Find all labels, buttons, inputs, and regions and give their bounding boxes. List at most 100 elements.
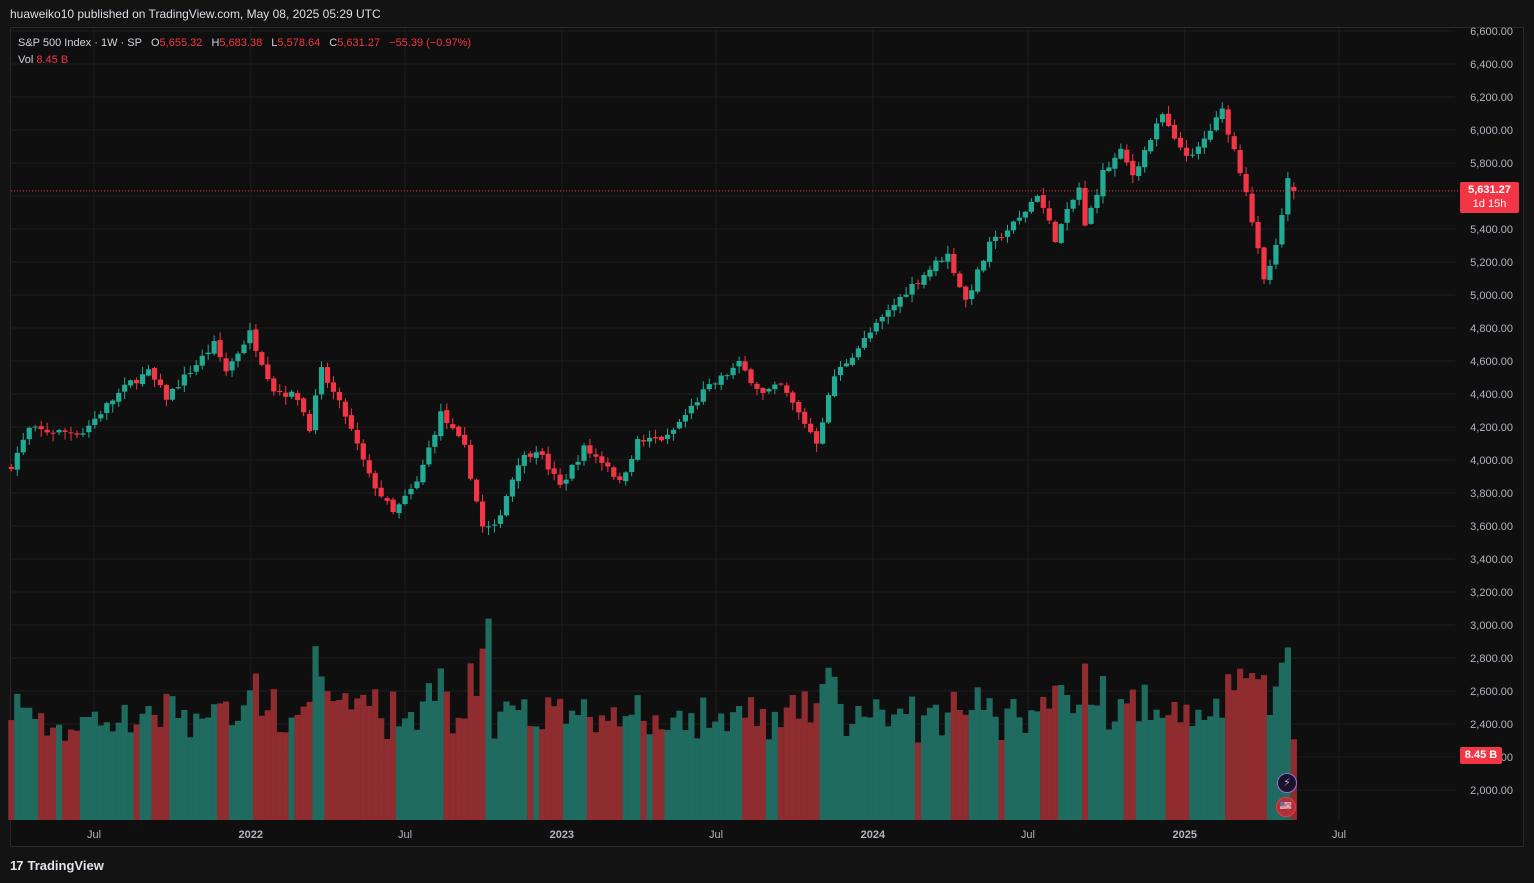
candle-body xyxy=(229,361,235,371)
candle-body xyxy=(879,316,885,322)
tradingview-brand[interactable]: 17 TradingView xyxy=(10,858,104,873)
candle-body xyxy=(569,464,575,479)
candle-body xyxy=(1249,193,1255,223)
candle-body xyxy=(784,385,790,393)
volume-bar xyxy=(1135,721,1142,820)
candle-body xyxy=(1064,209,1070,223)
candle-body xyxy=(32,426,38,428)
volume-bar xyxy=(849,724,856,820)
candle-body xyxy=(1076,187,1082,200)
volume-bar xyxy=(258,715,265,820)
volume-bar xyxy=(282,732,289,820)
y-tick-label: 6,000.00 xyxy=(1470,125,1513,137)
volume-bar xyxy=(568,710,576,820)
volume-bar xyxy=(109,731,116,820)
volume-bar xyxy=(228,725,236,820)
volume-bar xyxy=(867,717,874,820)
volume-bar xyxy=(67,729,75,820)
volume-bar xyxy=(145,706,152,820)
volume-bar xyxy=(944,712,951,820)
volume-bar xyxy=(205,717,212,820)
volume-bar xyxy=(485,618,492,820)
candle-body xyxy=(1082,188,1088,226)
candle-body xyxy=(175,387,181,389)
y-tick-label: 4,600.00 xyxy=(1470,356,1513,368)
candle-body xyxy=(247,330,253,344)
candle-body xyxy=(151,367,158,380)
volume-bar xyxy=(1254,679,1262,820)
volume-bar xyxy=(455,717,462,820)
volume-bar xyxy=(473,695,480,820)
candle-body xyxy=(748,369,754,384)
candle-body xyxy=(700,389,706,402)
chart-frame[interactable] xyxy=(10,27,1524,847)
candle-body xyxy=(635,439,641,460)
volume-bar xyxy=(539,729,546,820)
volume-bar xyxy=(837,703,844,820)
volume-bar xyxy=(527,725,534,820)
x-tick-label: Jul xyxy=(1332,829,1346,841)
candle-body xyxy=(128,380,134,386)
volume-bar xyxy=(891,714,898,820)
volume-bar xyxy=(407,711,415,820)
volume-bar xyxy=(342,693,349,820)
volume-bar xyxy=(503,701,510,820)
candle-body xyxy=(116,392,122,402)
candle-body xyxy=(963,286,969,300)
candle-body xyxy=(1034,196,1040,202)
candle-body xyxy=(301,398,307,413)
volume-bar xyxy=(264,710,271,820)
volume-bar xyxy=(897,708,904,820)
volume-bar xyxy=(360,694,367,820)
candle-body xyxy=(56,430,62,433)
volume-bar xyxy=(825,667,832,820)
volume-bar xyxy=(610,707,617,820)
y-tick-label: 4,000.00 xyxy=(1470,455,1513,467)
symbol-title[interactable]: S&P 500 Index · 1W · SP xyxy=(18,37,142,49)
volume-bar xyxy=(169,696,176,820)
volume-bar xyxy=(1207,716,1214,820)
volume-bar xyxy=(1010,699,1017,820)
volume-bar xyxy=(694,738,701,820)
candle-body xyxy=(951,254,957,274)
candle-body xyxy=(1243,174,1249,193)
y-tick-label: 4,200.00 xyxy=(1470,422,1513,434)
volume-bar xyxy=(765,739,773,820)
us-flag-icon[interactable]: 🇺🇸 xyxy=(1276,797,1296,817)
candle-body xyxy=(318,367,325,395)
x-tick-label: Jul xyxy=(1021,829,1035,841)
volume-bar xyxy=(735,706,743,820)
volume-bar xyxy=(300,706,307,820)
candle-body xyxy=(1106,167,1112,171)
volume-bar xyxy=(861,716,868,820)
candle-body xyxy=(1004,230,1011,237)
volume-bar xyxy=(151,714,158,820)
candle-body xyxy=(330,382,337,392)
candle-body xyxy=(998,237,1005,239)
chart-canvas[interactable]: 6,600.00 6,400.00 6,200.00 6,000.00 5,800.00… xyxy=(0,0,1534,848)
low-label: L xyxy=(271,37,278,49)
candle-body xyxy=(754,383,760,389)
candle-body xyxy=(1022,211,1029,218)
candle-body xyxy=(20,439,26,453)
volume-bar xyxy=(640,720,647,820)
volume-bar xyxy=(1129,689,1136,820)
volume-bar xyxy=(855,706,862,820)
x-tick-label: Jul xyxy=(87,829,101,841)
candle-body xyxy=(921,274,927,285)
lightning-icon[interactable]: ⚡ xyxy=(1277,773,1297,793)
volume-bar xyxy=(813,703,820,820)
volume-bar xyxy=(1034,711,1041,820)
volume-bar xyxy=(1070,713,1077,820)
candle-body xyxy=(1183,147,1190,156)
volume-bar xyxy=(1195,709,1202,820)
candle-body xyxy=(605,462,611,467)
candle-body xyxy=(283,392,289,397)
candle-body xyxy=(289,391,295,397)
candle-body xyxy=(474,479,480,502)
volume-bar xyxy=(592,732,600,820)
candle-body xyxy=(420,464,426,483)
candle-body xyxy=(1225,109,1231,135)
candle-body xyxy=(26,427,32,440)
bottom-bar: 17 TradingView xyxy=(0,848,1534,883)
